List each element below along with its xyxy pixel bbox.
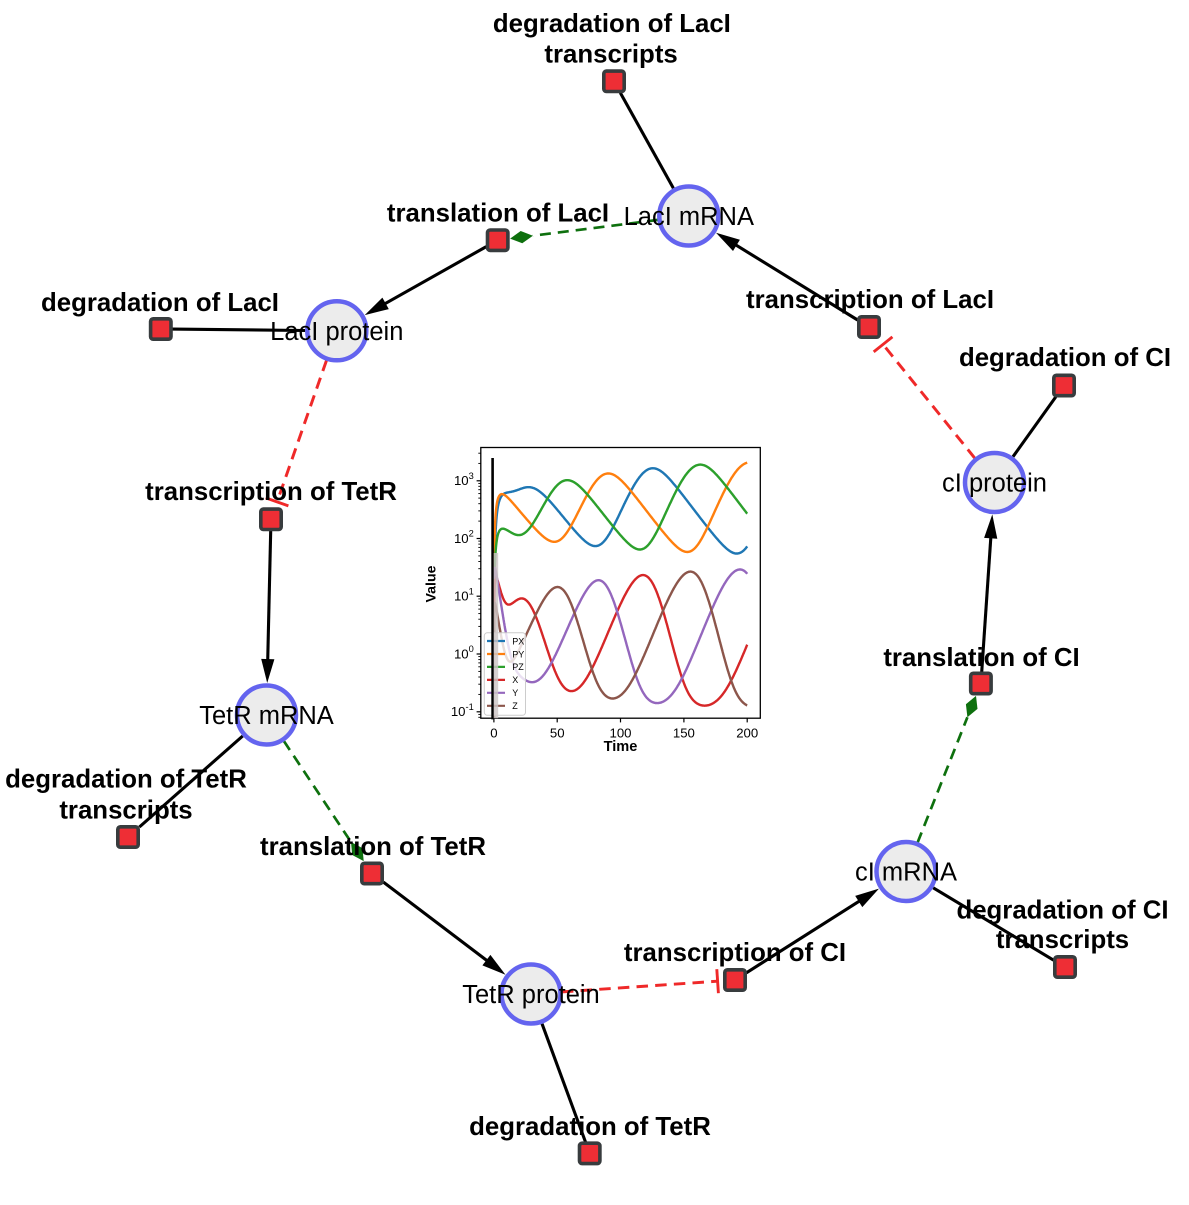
svg-text:transcription of LacI: transcription of LacI (746, 286, 994, 314)
svg-text:50: 50 (550, 725, 565, 740)
svg-text:transcripts: transcripts (996, 926, 1129, 954)
svg-text:TetR mRNA: TetR mRNA (199, 702, 334, 730)
svg-text:degradation of TetR: degradation of TetR (5, 766, 247, 794)
svg-text:cI mRNA: cI mRNA (855, 859, 957, 887)
svg-text:Value: Value (424, 565, 440, 602)
svg-text:cI protein: cI protein (942, 470, 1047, 498)
svg-text:150: 150 (673, 725, 695, 740)
svg-text:transcripts: transcripts (59, 797, 192, 825)
svg-text:degradation of TetR: degradation of TetR (469, 1113, 711, 1141)
svg-text:degradation of CI: degradation of CI (956, 897, 1168, 925)
svg-text:X: X (512, 675, 518, 685)
svg-text:translation of CI: translation of CI (883, 644, 1079, 672)
svg-text:degradation of LacI: degradation of LacI (41, 289, 279, 317)
svg-text:transcripts: transcripts (544, 40, 677, 68)
svg-text:PZ: PZ (512, 662, 524, 672)
svg-text:transcription of CI: transcription of CI (624, 939, 846, 967)
svg-text:TetR protein: TetR protein (462, 981, 600, 1009)
svg-text:LacI mRNA: LacI mRNA (624, 203, 754, 231)
svg-text:Z: Z (512, 701, 518, 711)
svg-text:translation of TetR: translation of TetR (260, 833, 486, 861)
svg-text:100: 100 (609, 725, 631, 740)
svg-text:PX: PX (512, 636, 524, 646)
svg-text:degradation of CI: degradation of CI (959, 344, 1171, 372)
svg-text:translation of LacI: translation of LacI (387, 199, 609, 227)
svg-text:Time: Time (604, 739, 638, 755)
svg-text:PY: PY (512, 649, 524, 659)
svg-text:Y: Y (512, 688, 518, 698)
svg-text:200: 200 (736, 725, 758, 740)
svg-text:LacI protein: LacI protein (270, 318, 403, 346)
svg-text:degradation of LacI: degradation of LacI (493, 10, 731, 38)
svg-text:transcription of TetR: transcription of TetR (145, 478, 397, 506)
svg-text:0: 0 (490, 725, 497, 740)
